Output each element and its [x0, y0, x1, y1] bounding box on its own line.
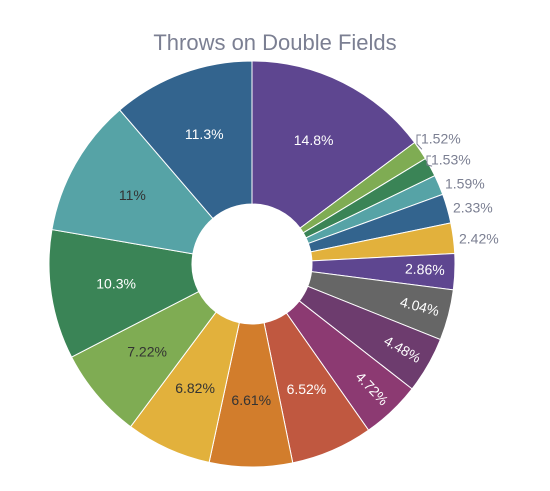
slice-label: 1.59%: [445, 176, 485, 192]
slice-label: 2.33%: [453, 200, 493, 216]
slice-label: 10.3%: [96, 276, 136, 292]
slice-label: 2.86%: [405, 261, 445, 278]
slice-label: 7.22%: [127, 344, 167, 360]
pie-slice[interactable]: [48, 228, 200, 358]
label-leader-line: [426, 155, 433, 167]
slice-label: 1.53%: [431, 152, 471, 168]
slice-label: 6.82%: [175, 380, 215, 396]
pie-slice[interactable]: [119, 60, 253, 220]
slice-label: 1.52%: [421, 131, 461, 147]
slice-label: 2.42%: [459, 231, 499, 247]
slice-label: 14.8%: [294, 132, 334, 148]
chart-title: Throws on Double Fields: [153, 30, 397, 55]
slice-label: 11.3%: [185, 126, 224, 142]
slice-label: 11%: [119, 187, 146, 203]
pie-slice[interactable]: [51, 109, 214, 255]
slice-label: 6.61%: [231, 392, 271, 408]
label-leader-line: [416, 134, 423, 150]
slices-layer: [48, 60, 456, 468]
pie-slice[interactable]: [251, 60, 416, 229]
slice-label: 6.52%: [287, 381, 327, 397]
